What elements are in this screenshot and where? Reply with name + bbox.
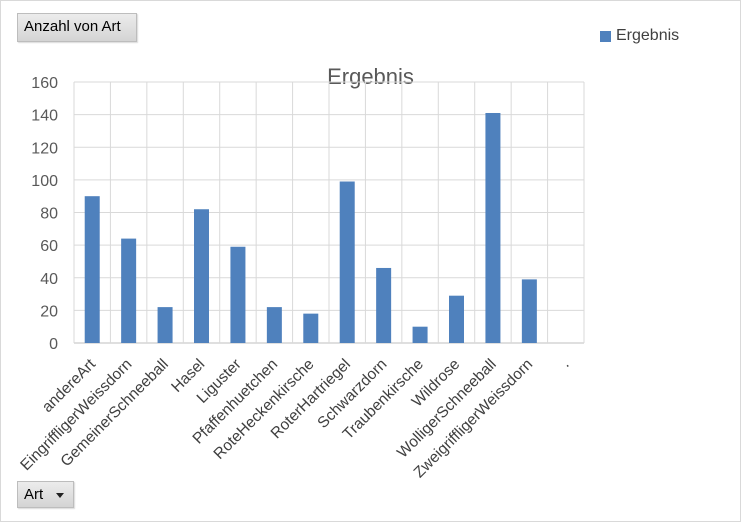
bar[interactable] [121,238,137,343]
y-tick-label: 20 [40,303,58,320]
legend-label: Ergebnis [616,27,680,44]
y-tick-label: 100 [31,173,58,190]
bar[interactable] [521,279,537,343]
axis-field-button[interactable]: Art [17,481,74,508]
bars [84,112,537,344]
values-field-button[interactable]: Anzahl von Art [17,13,137,42]
chart-title: Ergebnis [327,64,414,89]
bar[interactable] [84,196,100,343]
bar[interactable] [376,267,392,343]
bar[interactable] [303,313,319,343]
legend-swatch [600,30,611,42]
y-tick-label: 0 [49,336,58,353]
dropdown-arrow-icon[interactable] [56,493,64,498]
bar[interactable] [266,307,282,343]
legend[interactable]: Ergebnis [600,27,679,45]
y-tick-label: 40 [40,271,58,288]
bar[interactable] [449,295,464,343]
y-tick-label: 120 [31,140,58,157]
y-tick-label: 160 [31,75,58,92]
bar[interactable] [194,209,209,343]
y-tick-label: 140 [31,108,58,125]
bar[interactable] [485,112,501,344]
y-tick-label: 80 [40,206,58,223]
y-axis-ticks: 0 20 40 60 80 100 120 140 160 [31,75,58,353]
bar[interactable] [230,246,246,343]
x-tick-label: . [558,356,573,371]
bar[interactable] [412,326,428,343]
y-tick-label: 60 [40,238,58,255]
gridlines [73,81,585,344]
bar[interactable] [157,307,173,343]
values-field-label: Anzahl von Art [24,18,121,35]
x-axis-labels: andereArtEingriffligerWeissdornGemeinerS… [17,355,572,481]
axis-field-label: Art [24,486,44,503]
bar[interactable] [339,181,355,343]
